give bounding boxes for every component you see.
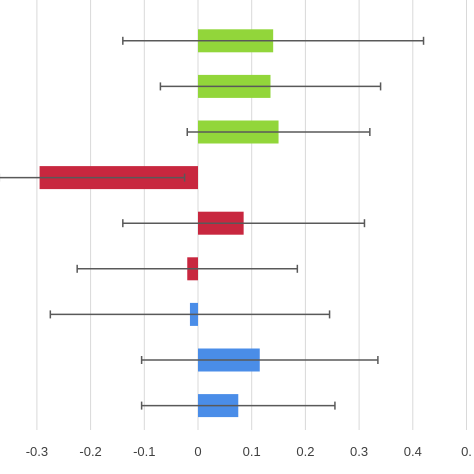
x-tick-label: 0.2 [296, 444, 314, 459]
error-bar [140, 401, 336, 410]
error-bar [122, 36, 425, 45]
error-bar [0, 173, 186, 182]
gridlines [36, 0, 467, 430]
error-bar [76, 264, 299, 273]
error-bar [186, 128, 371, 136]
x-tick-label: 0.3 [350, 444, 368, 459]
x-tick-label: 0 [194, 444, 201, 459]
error-bar [49, 310, 331, 319]
x-tick-label: -0.1 [133, 444, 155, 459]
x-tick-label: -0.3 [26, 444, 48, 459]
x-axis-tick-labels: -0.3 -0.2 -0.1 0 0.1 0.2 0.3 0.4 0. [26, 444, 472, 459]
error-bar [122, 219, 366, 228]
x-tick-label: -0.2 [79, 444, 101, 459]
x-tick-label: 0.4 [404, 444, 422, 459]
error-bar [159, 82, 382, 91]
error-bars [0, 36, 425, 410]
error-bar [140, 356, 379, 364]
x-tick-label: 0.1 [243, 444, 261, 459]
x-tick-label: 0. [461, 444, 472, 459]
